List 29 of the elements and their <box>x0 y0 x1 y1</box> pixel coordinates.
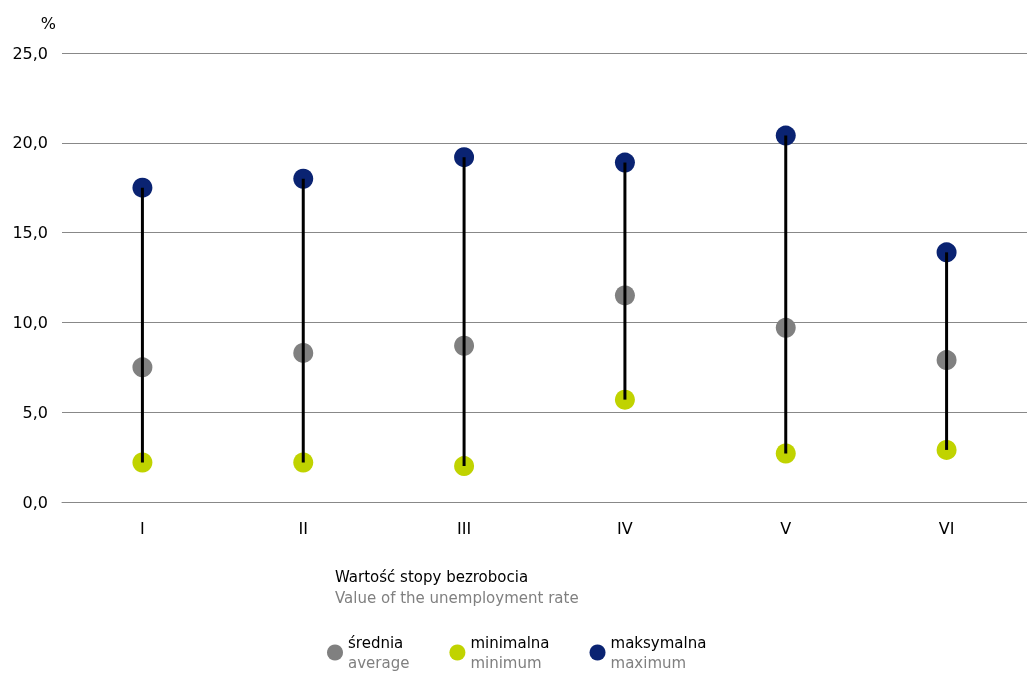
point <box>293 168 314 189</box>
y-tick-label: 0,0 <box>22 492 48 512</box>
x-tick-label: I <box>140 518 145 538</box>
legend-label: maksymalna maximum <box>610 633 707 672</box>
y-tick-label: 5,0 <box>22 402 48 422</box>
point <box>454 456 475 477</box>
y-tick-label: 25,0 <box>12 43 48 63</box>
bar <box>623 162 627 400</box>
point <box>936 439 957 460</box>
y-tick-label: 15,0 <box>12 223 48 243</box>
bar <box>784 135 788 454</box>
point <box>614 152 635 173</box>
bar <box>462 157 466 467</box>
x-tick-label: IV <box>617 518 633 538</box>
point <box>614 389 635 410</box>
bar <box>140 187 144 463</box>
x-tick-label: II <box>298 518 308 538</box>
x-tick-label: V <box>780 518 792 538</box>
bar <box>945 252 949 450</box>
bar <box>301 178 305 463</box>
point <box>454 147 475 168</box>
legend-title: Wartość stopy bezrobocia Value of the unemployment rate <box>335 567 579 607</box>
legend-label: średnia average <box>348 633 410 672</box>
legend-label: minimalna minimum <box>470 633 550 672</box>
y-tick-label: 10,0 <box>12 312 48 332</box>
y-axis-title: % <box>40 13 56 33</box>
y-tick-label: 20,0 <box>12 133 48 153</box>
x-tick-label: VI <box>938 518 955 538</box>
x-tick-label: III <box>457 518 472 538</box>
